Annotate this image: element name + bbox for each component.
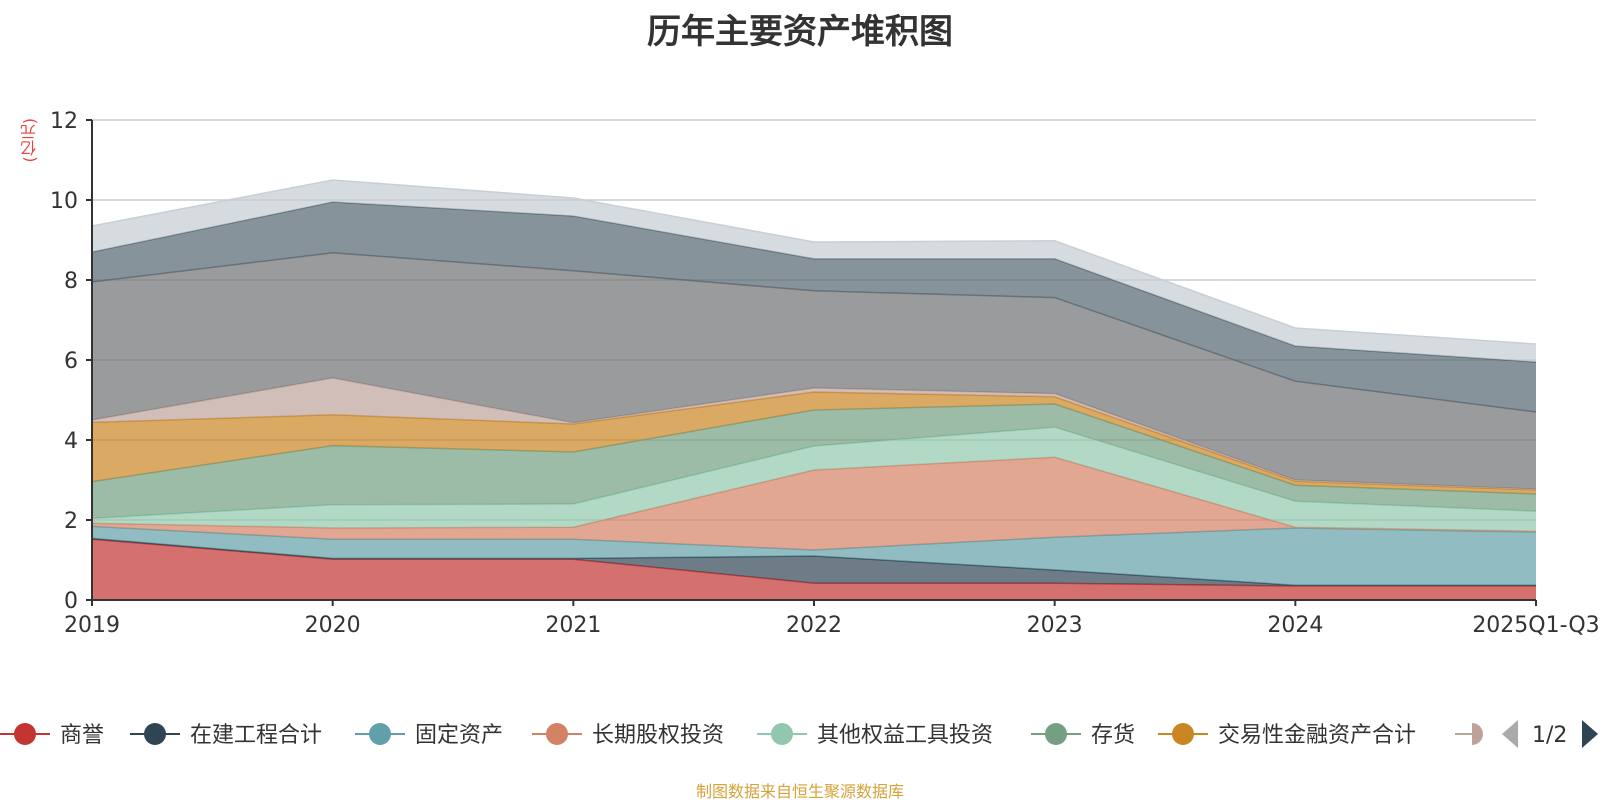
area-长期股权投资 [92,457,1536,550]
y-tick-label: 4 [64,429,78,454]
y-tick-label: 12 [50,109,78,134]
legend: 商誉 在建工程合计 固定资产 长期股权投资 其他权益工具投资 存货 交易性金融资产合计 1/2 [0,720,1598,748]
y-tick-label: 2 [64,509,78,534]
legend-marker-icon [14,723,36,745]
legend-page-indicator: 1/2 [1532,723,1567,748]
x-tick-label: 2020 [305,613,361,638]
legend-label: 固定资产 [415,723,503,748]
legend-label: 长期股权投资 [592,723,724,748]
area-其他权益工具投资 [92,427,1536,532]
legend-prev-page-icon[interactable] [1502,720,1518,748]
area-其他3 [92,202,1536,412]
legend-marker-icon [771,723,793,745]
y-tick-label: 0 [64,589,78,614]
legend-marker-icon [1172,723,1194,745]
legend-marker-icon [144,723,166,745]
legend-label: 其他权益工具投资 [817,723,993,748]
legend-label: 交易性金融资产合计 [1218,723,1416,748]
axes-group: 0 2 4 6 8 10 12 2019 2020 2021 2022 2023 2024 2025Q1-… [50,109,1600,638]
area-其他1 [92,378,1536,490]
legend-item[interactable]: 商誉 [0,723,104,748]
area-固定资产 [92,526,1536,586]
legend-item[interactable]: 长期股权投资 [532,723,724,748]
legend-item[interactable]: 交易性金融资产合计 [1158,723,1416,748]
data-source-note: 制图数据来自恒生聚源数据库 [695,782,904,801]
legend-marker-icon [546,723,568,745]
legend-marker-icon [1045,723,1067,745]
area-series-group [91,179,1537,600]
x-tick-label: 2024 [1267,613,1323,638]
legend-item[interactable]: 其他权益工具投资 [757,723,993,748]
x-tick-label: 2023 [1027,613,1083,638]
area-其他4 [92,180,1536,362]
y-tick-label: 6 [64,349,78,374]
x-tick-label: 2022 [786,613,842,638]
legend-next-page-icon[interactable] [1582,720,1598,748]
legend-marker-icon [1472,723,1483,745]
area-其他2 [92,252,1536,490]
legend-marker-icon [369,723,391,745]
legend-item-partial[interactable] [1455,723,1483,745]
legend-label: 在建工程合计 [190,723,322,748]
legend-item[interactable]: 固定资产 [355,723,503,748]
y-tick-label: 8 [64,269,78,294]
area-交易性金融资产合计 [92,392,1536,494]
chart-title: 历年主要资产堆积图 [647,12,953,52]
legend-label: 商誉 [60,723,104,748]
legend-label: 存货 [1091,723,1135,748]
x-tick-label: 2019 [64,613,120,638]
y-tick-label: 10 [50,189,78,214]
area-在建工程合计 [92,538,1536,586]
legend-item[interactable]: 存货 [1031,723,1135,748]
x-tick-label: 2021 [545,613,601,638]
x-tick-label: 2025Q1-Q3 [1472,613,1599,638]
area-line-其他4 [91,179,1537,345]
area-存货 [92,404,1536,519]
legend-item[interactable]: 在建工程合计 [130,723,322,748]
